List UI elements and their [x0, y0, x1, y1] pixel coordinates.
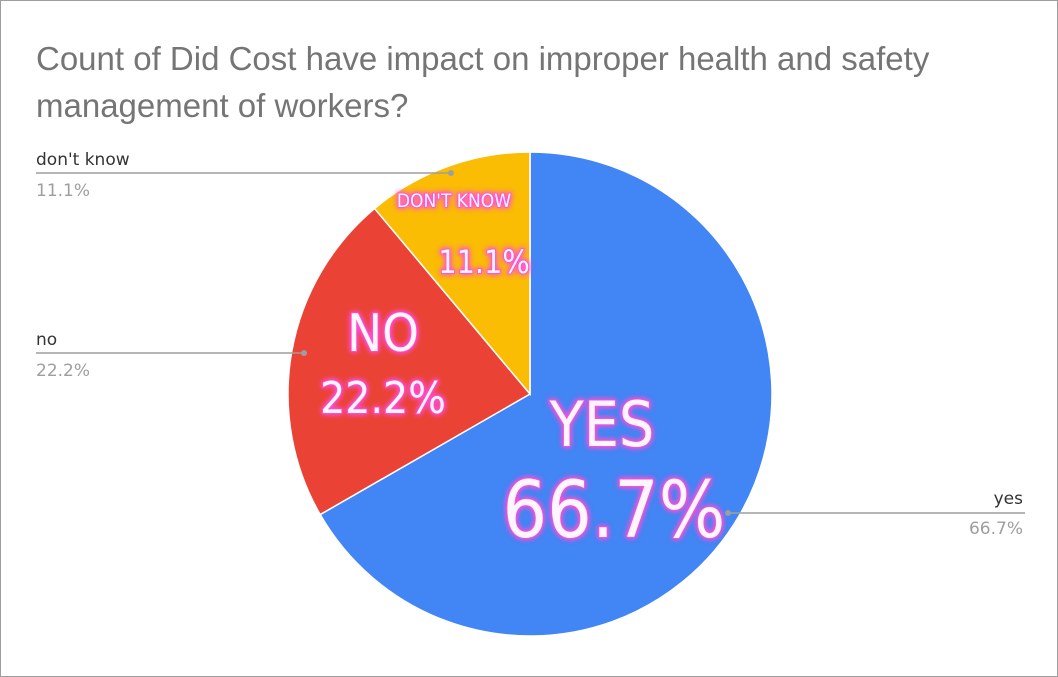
callout-percent-dont-know: 11.1% [36, 181, 90, 201]
callout-percent-no: 22.2% [36, 361, 90, 381]
slice-text-label-dont-know: DON'T KNOW [397, 190, 511, 212]
pie-slice-yes [319, 151, 773, 637]
callout-percent-yes: 66.7% [969, 519, 1023, 539]
pie-slice-no [287, 207, 532, 516]
slice-text-value-dont-know: 11.1% [438, 243, 529, 281]
slice-text-value-yes: 66.7% [503, 466, 726, 556]
pie-callouts: yes 66.7% no 22.2% don't know 11.1% [36, 150, 1025, 539]
callout-label-dont-know: don't know [36, 150, 130, 170]
slice-text-label-yes: YES [549, 388, 655, 461]
callout-label-no: no [36, 330, 57, 350]
callout-dot-no [301, 350, 307, 356]
callout-label-yes: yes [994, 489, 1024, 509]
callout-dot-yes [725, 510, 731, 516]
pie-slice-dont-know [373, 151, 531, 397]
slice-text-label-no: NO [347, 304, 419, 364]
callout-dot-dont-know [448, 170, 454, 176]
pie-slices [287, 151, 773, 637]
slice-text-value-no: 22.2% [320, 373, 446, 424]
chart-title: Count of Did Cost have impact on imprope… [36, 40, 930, 124]
